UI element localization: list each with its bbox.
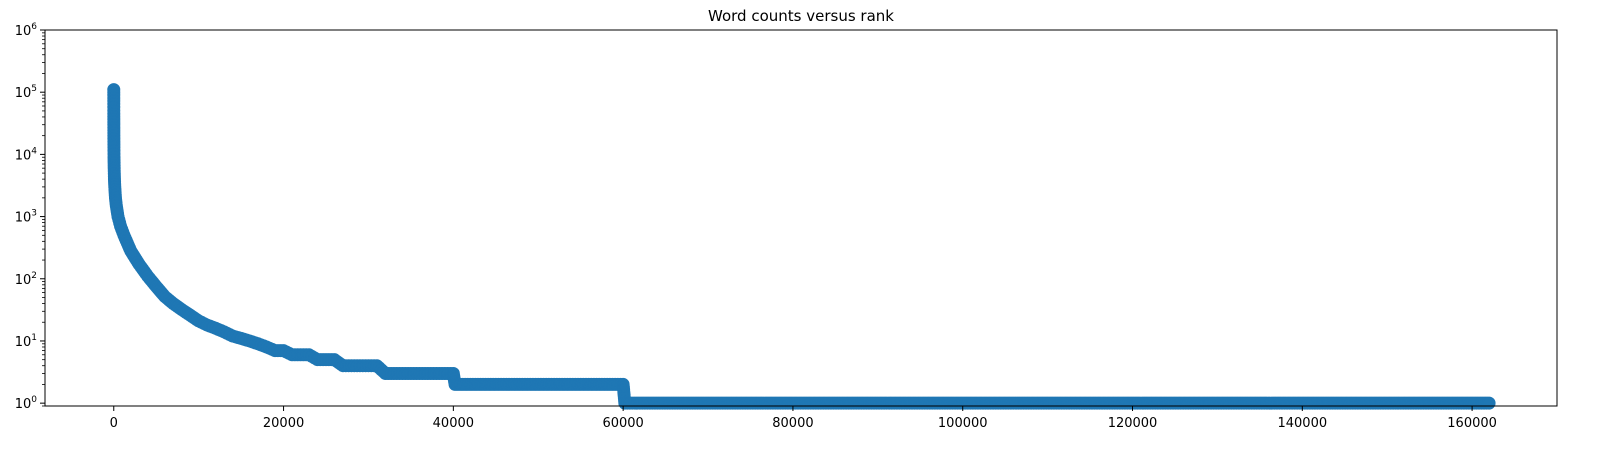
- x-tick-label: 0: [110, 416, 118, 431]
- y-tick-label: 101: [15, 333, 37, 350]
- x-tick-label: 40000: [433, 416, 474, 431]
- y-tick-label: 105: [15, 84, 37, 101]
- y-tick-label: 100: [15, 395, 38, 412]
- x-tick-label: 120000: [1108, 416, 1158, 431]
- x-tick-label: 60000: [602, 416, 643, 431]
- x-axis: 0 20000 40000 60000 80000 100000 120000 140000 1…: [110, 406, 1497, 431]
- y-tick-label: 103: [15, 209, 37, 226]
- chart-title: Word counts versus rank: [708, 7, 894, 25]
- x-tick-label: 20000: [263, 416, 304, 431]
- x-tick-label: 100000: [938, 416, 988, 431]
- plot-frame: [44, 29, 1558, 407]
- y-axis: 100 101 102 103 104 105 106: [15, 22, 45, 412]
- x-tick-label: 80000: [772, 416, 813, 431]
- scatter-points: [107, 83, 1496, 410]
- y-tick-label: 106: [15, 22, 38, 39]
- data-point: [1482, 396, 1496, 410]
- y-tick-label: 104: [15, 146, 38, 163]
- x-tick-label: 140000: [1277, 416, 1327, 431]
- y-tick-label: 102: [15, 271, 37, 288]
- x-tick-label: 160000: [1447, 416, 1497, 431]
